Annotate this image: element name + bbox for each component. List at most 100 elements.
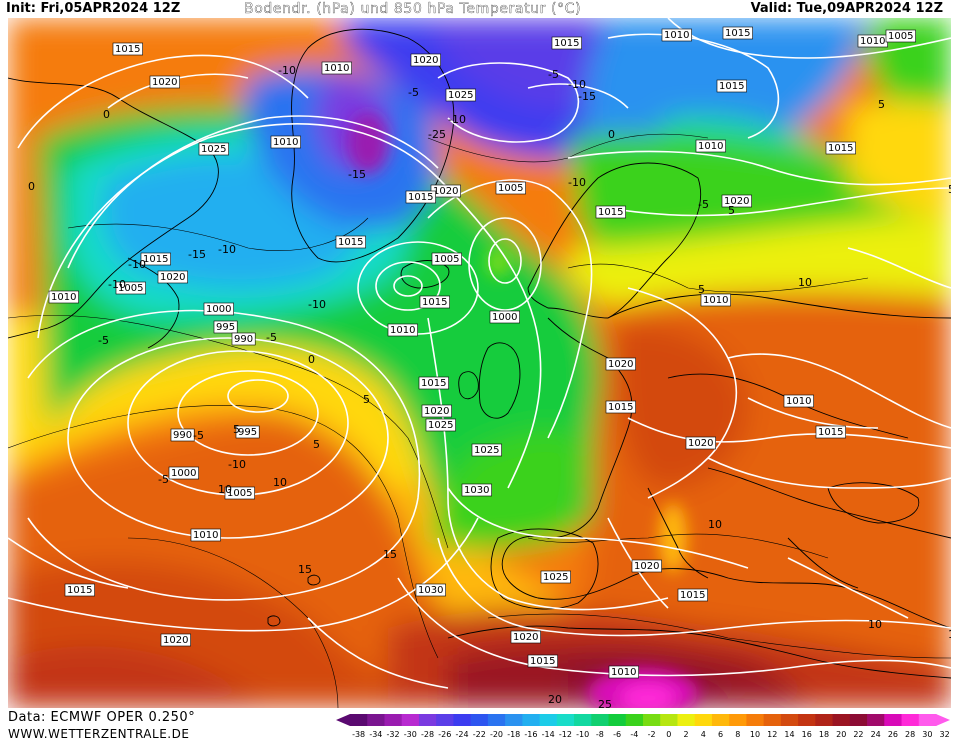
- isobar-label: 1015: [825, 141, 856, 155]
- isobar-label: 1020: [410, 53, 441, 67]
- isotherm-label: -15: [348, 168, 366, 181]
- isotherm-label: -5: [98, 334, 109, 347]
- isotherm-label: 15: [298, 563, 312, 576]
- isotherm-label: -10: [128, 258, 146, 271]
- svg-text:1015: 1015: [828, 143, 853, 154]
- colorbar-tick-label: -12: [559, 730, 572, 739]
- isobar-label: 1000: [168, 466, 199, 480]
- svg-text:1005: 1005: [118, 283, 143, 294]
- svg-text:1015: 1015: [115, 44, 140, 55]
- isobar-label: 1010: [783, 394, 814, 408]
- isobar-label: 1015: [335, 235, 366, 249]
- isobar-label: 995: [235, 425, 260, 439]
- svg-text:1000: 1000: [206, 304, 231, 315]
- colorbar-tick-label: -14: [542, 730, 555, 739]
- svg-text:1005: 1005: [498, 183, 523, 194]
- isobar-label: 1025: [425, 418, 456, 432]
- isobar-label: 1015: [64, 583, 95, 597]
- isotherm-label: 5: [948, 183, 951, 196]
- svg-text:1015: 1015: [67, 585, 92, 596]
- svg-text:1010: 1010: [193, 530, 218, 541]
- svg-text:1020: 1020: [513, 632, 538, 643]
- isobar-label: 1020: [685, 436, 716, 450]
- svg-text:1015: 1015: [680, 590, 705, 601]
- svg-text:1020: 1020: [413, 55, 438, 66]
- isotherm-label: 20: [548, 693, 562, 706]
- svg-text:1010: 1010: [273, 137, 298, 148]
- isotherm-label: 5: [698, 283, 705, 296]
- svg-text:1015: 1015: [554, 38, 579, 49]
- isobar-label: 1020: [721, 194, 752, 208]
- svg-text:1010: 1010: [860, 36, 885, 47]
- svg-text:1020: 1020: [163, 635, 188, 646]
- isotherm-label: -10: [568, 176, 586, 189]
- isotherm-label: 10: [708, 518, 722, 531]
- colorbar-swatch: [918, 714, 937, 726]
- colorbar-tick-label: -20: [490, 730, 503, 739]
- svg-text:1010: 1010: [51, 292, 76, 303]
- colorbar-tick-label: -30: [404, 730, 417, 739]
- colorbar-swatch: [367, 714, 385, 726]
- isotherm-label: -5: [193, 429, 204, 442]
- colorbar-min-arrow: [336, 714, 350, 726]
- colorbar-swatch: [418, 714, 437, 726]
- svg-text:1020: 1020: [433, 186, 458, 197]
- isobar-label: 990: [231, 332, 256, 346]
- isobar-label: 1015: [140, 252, 171, 266]
- colorbar-tick-label: -22: [473, 730, 486, 739]
- colorbar-tick-label: -18: [507, 730, 520, 739]
- colorbar-swatch: [694, 714, 713, 726]
- isotherm-label: 25: [598, 698, 612, 708]
- isobar-label: 1010: [608, 665, 639, 679]
- colorbar-tick-label: -6: [613, 730, 621, 739]
- svg-text:1015: 1015: [338, 237, 363, 248]
- colorbar-swatch: [798, 714, 816, 726]
- colorbar-tick-label: -10: [576, 730, 589, 739]
- isotherm-label: 0: [308, 353, 315, 366]
- svg-text:995: 995: [238, 427, 257, 438]
- isotherm-label: -25: [428, 128, 446, 141]
- map-area: 1015 1020 1025 1020 1015 1010 1005 1000 995 990 99…: [8, 18, 951, 708]
- colorbar-swatch: [884, 714, 903, 726]
- colorbar-swatch: [487, 714, 506, 726]
- isotherm-label: -5: [548, 68, 559, 81]
- svg-text:1025: 1025: [448, 90, 473, 101]
- colorbar-tick-label: 4: [701, 730, 706, 739]
- isotherm-label: 15: [948, 628, 951, 641]
- colorbar-swatch: [591, 714, 610, 726]
- isobar-label: 1010: [270, 135, 301, 149]
- svg-text:990: 990: [173, 430, 192, 441]
- isobar-labels: 1015102010251020101510101005100099599099…: [48, 26, 916, 679]
- isobar-label: 1025: [540, 570, 571, 584]
- chart-footer: Data: ECMWF OPER 0.250° WWW.WETTERZENTRA…: [0, 708, 959, 741]
- isotherm-label: -5: [158, 473, 169, 486]
- colorbar-tick-label: -38: [352, 730, 365, 739]
- isotherm-label: 5: [233, 423, 240, 436]
- colorbar-tick-label: 26: [888, 730, 898, 739]
- colorbar-tick-label: -34: [369, 730, 382, 739]
- svg-text:990: 990: [234, 334, 253, 345]
- colorbar-swatch: [401, 714, 420, 726]
- isobar-label: 1000: [489, 310, 520, 324]
- colorbar-swatch: [901, 714, 920, 726]
- isotherm-label: -10: [228, 458, 246, 471]
- colorbar-swatch: [384, 714, 403, 726]
- isobar-label: 1015: [595, 205, 626, 219]
- isotherm-label: -10: [278, 64, 296, 77]
- temperature-colorbar: -38 -34 -32 -30 -28 -26 -24 -22 -20 -18 -16 -14 -12-…: [336, 714, 950, 739]
- isobar-label: 1010: [695, 139, 726, 153]
- colorbar-tick-label: -4: [630, 730, 638, 739]
- svg-text:1020: 1020: [724, 196, 749, 207]
- colorbar-tick-label: 32: [940, 730, 950, 739]
- isotherm-label: -10: [568, 78, 586, 91]
- isotherm-label: 10: [868, 618, 882, 631]
- isobar-label: 1015: [419, 295, 450, 309]
- isobar-label: 1000: [203, 302, 234, 316]
- isobar-label: 1030: [415, 583, 446, 597]
- isotherm-label: 0: [103, 108, 110, 121]
- colorbar-tick-label: 10: [750, 730, 760, 739]
- isobar-label: 1020: [510, 630, 541, 644]
- isotherm-label: 10: [798, 276, 812, 289]
- colorbar-tick-label: 6: [718, 730, 723, 739]
- isotherm-label: 5: [878, 98, 885, 111]
